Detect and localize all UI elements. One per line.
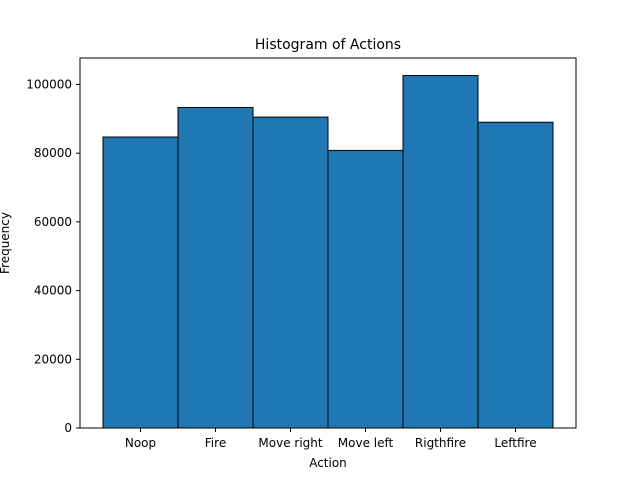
bar-fire bbox=[177, 106, 254, 429]
x-tick-label: Noop bbox=[125, 436, 156, 450]
axes-frame bbox=[79, 57, 577, 429]
x-axis: Noop Fire Move right Move left Rigthfire Left… bbox=[125, 428, 537, 450]
x-axis-label: Action bbox=[309, 456, 347, 470]
y-axis: 0 20000 40000 60000 80000 100000 bbox=[26, 77, 80, 435]
y-tick-label: 0 bbox=[64, 421, 72, 435]
y-axis-label: Frequency bbox=[0, 212, 12, 274]
x-tick-label: Fire bbox=[205, 436, 226, 450]
y-tick-label: 60000 bbox=[34, 215, 72, 229]
x-tick-label: Leftfire bbox=[494, 436, 536, 450]
bar-leftfire bbox=[477, 121, 554, 429]
y-tick-label: 20000 bbox=[34, 352, 72, 366]
chart-title: Histogram of Actions bbox=[255, 37, 401, 53]
y-tick-label: 80000 bbox=[34, 146, 72, 160]
x-tick-label: Move right bbox=[258, 436, 322, 450]
bar-move-right bbox=[252, 116, 329, 429]
y-tick-label: 40000 bbox=[34, 284, 72, 298]
bar-rigthfire bbox=[402, 75, 479, 429]
bar-noop bbox=[102, 136, 179, 429]
bar-move-left bbox=[327, 149, 404, 429]
x-tick-label: Rigthfire bbox=[415, 436, 466, 450]
bars-group bbox=[102, 75, 554, 429]
y-tick-label: 100000 bbox=[26, 77, 72, 91]
x-tick-label: Move left bbox=[338, 436, 394, 450]
